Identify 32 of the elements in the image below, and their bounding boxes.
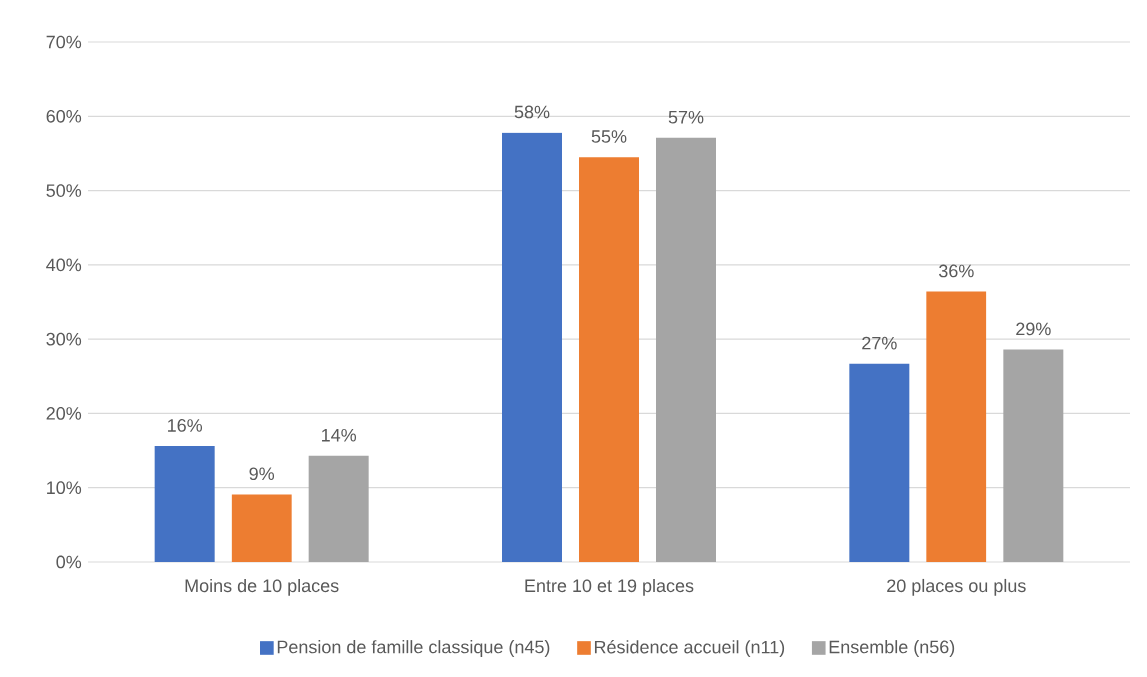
y-tick-label: 70% (46, 35, 82, 49)
x-tick-label: 20 places ou plus (887, 578, 1026, 596)
x-tick-label: Entre 10 et 19 places (525, 578, 694, 596)
y-tick-label: 0% (56, 555, 82, 569)
legend-label: Résidence accueil (n11) (594, 640, 785, 657)
y-tick-label: 50% (46, 184, 82, 197)
y-tick-label: 20% (46, 407, 82, 420)
bar (154, 446, 215, 562)
x-tick-label: Moins de 10 places (185, 578, 339, 596)
y-tick-label: 30% (46, 332, 82, 346)
data-label: 9% (249, 467, 275, 481)
bar (926, 291, 987, 562)
data-label: 16% (168, 419, 203, 432)
bar (231, 494, 292, 562)
data-label: 29% (1016, 322, 1051, 336)
bar (579, 157, 639, 562)
y-tick-label: 40% (46, 258, 82, 272)
y-tick-label: 10% (47, 481, 82, 495)
data-label: 27% (862, 336, 897, 350)
legend-label: Ensemble (n56) (829, 640, 955, 657)
y-tick-label: 60% (46, 109, 82, 123)
bar (308, 455, 369, 562)
data-label: 57% (668, 110, 704, 124)
bar (1003, 349, 1064, 562)
bar (502, 132, 562, 562)
data-label: 58% (514, 105, 550, 119)
legend-label: Pension de famille classique (n45) (277, 640, 550, 657)
data-label: 36% (939, 264, 974, 278)
data-label: 14% (322, 428, 357, 442)
data-label: 55% (591, 130, 627, 143)
bar (656, 137, 716, 562)
bar (849, 363, 910, 562)
